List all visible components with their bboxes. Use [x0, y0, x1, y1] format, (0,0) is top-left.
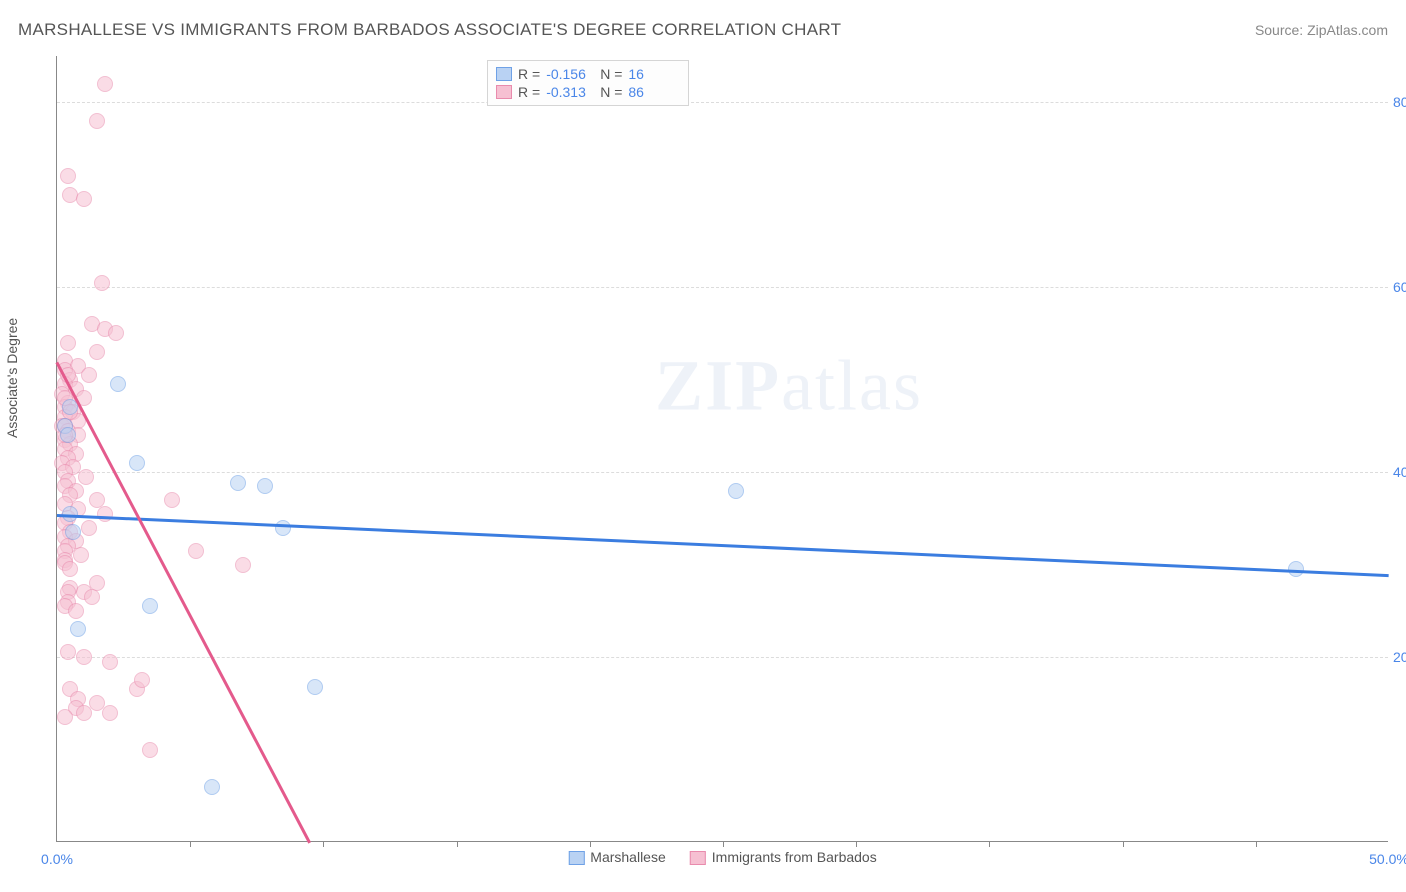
- legend-label-2: Immigrants from Barbados: [712, 849, 877, 865]
- x-tick-label: 0.0%: [41, 851, 73, 867]
- bottom-legend: Marshallese Immigrants from Barbados: [568, 849, 876, 865]
- y-tick-label: 40.0%: [1393, 464, 1406, 480]
- scatter-point-series2: [81, 367, 97, 383]
- x-minor-tick: [723, 841, 724, 847]
- stats-n-value-1: 16: [628, 66, 676, 82]
- y-tick-label: 80.0%: [1393, 94, 1406, 110]
- scatter-point-series1: [110, 376, 126, 392]
- x-minor-tick: [1123, 841, 1124, 847]
- scatter-point-series1: [65, 524, 81, 540]
- scatter-point-series2: [78, 469, 94, 485]
- gridline: [57, 472, 1388, 473]
- source-label: Source: ZipAtlas.com: [1255, 22, 1388, 38]
- scatter-point-series1: [129, 455, 145, 471]
- scatter-point-series2: [84, 589, 100, 605]
- scatter-point-series1: [307, 679, 323, 695]
- stats-r-label-1: R =: [518, 66, 540, 82]
- y-tick-label: 60.0%: [1393, 279, 1406, 295]
- legend-item-1: Marshallese: [568, 849, 665, 865]
- legend-swatch-1: [568, 851, 584, 865]
- scatter-point-series2: [102, 654, 118, 670]
- scatter-point-series2: [142, 742, 158, 758]
- gridline: [57, 102, 1388, 103]
- scatter-point-series2: [164, 492, 180, 508]
- scatter-point-series2: [73, 547, 89, 563]
- scatter-point-series2: [76, 705, 92, 721]
- stats-legend-box: R = -0.156 N = 16 R = -0.313 N = 86: [487, 60, 689, 106]
- scatter-point-series2: [97, 76, 113, 92]
- scatter-point-series1: [257, 478, 273, 494]
- scatter-point-series1: [60, 427, 76, 443]
- y-tick-label: 20.0%: [1393, 649, 1406, 665]
- scatter-point-series2: [102, 705, 118, 721]
- scatter-point-series1: [142, 598, 158, 614]
- y-axis-label: Associate's Degree: [4, 318, 20, 438]
- gridline: [57, 657, 1388, 658]
- scatter-point-series2: [89, 113, 105, 129]
- scatter-point-series2: [62, 561, 78, 577]
- stats-r-value-1: -0.156: [546, 66, 594, 82]
- x-minor-tick: [989, 841, 990, 847]
- x-minor-tick: [323, 841, 324, 847]
- scatter-point-series2: [235, 557, 251, 573]
- stats-n-label-2: N =: [600, 84, 622, 100]
- scatter-point-series2: [57, 709, 73, 725]
- x-minor-tick: [590, 841, 591, 847]
- stats-row-2: R = -0.313 N = 86: [496, 83, 676, 101]
- plot-area: ZIPatlas R = -0.156 N = 16 R = -0.313 N …: [56, 56, 1388, 842]
- gridline: [57, 287, 1388, 288]
- stats-swatch-1: [496, 67, 512, 81]
- chart-title: MARSHALLESE VS IMMIGRANTS FROM BARBADOS …: [18, 20, 841, 40]
- scatter-point-series2: [60, 335, 76, 351]
- scatter-point-series1: [230, 475, 246, 491]
- x-minor-tick: [856, 841, 857, 847]
- watermark: ZIPatlas: [655, 344, 923, 427]
- scatter-point-series2: [94, 275, 110, 291]
- scatter-point-series2: [108, 325, 124, 341]
- stats-r-value-2: -0.313: [546, 84, 594, 100]
- x-tick-label: 50.0%: [1369, 851, 1406, 867]
- stats-r-label-2: R =: [518, 84, 540, 100]
- scatter-point-series2: [97, 506, 113, 522]
- scatter-point-series1: [70, 621, 86, 637]
- scatter-point-series2: [188, 543, 204, 559]
- scatter-point-series2: [76, 191, 92, 207]
- scatter-point-series2: [60, 168, 76, 184]
- scatter-point-series2: [89, 344, 105, 360]
- stats-row-1: R = -0.156 N = 16: [496, 65, 676, 83]
- scatter-point-series2: [81, 520, 97, 536]
- x-minor-tick: [1256, 841, 1257, 847]
- legend-label-1: Marshallese: [590, 849, 665, 865]
- scatter-point-series1: [728, 483, 744, 499]
- x-minor-tick: [457, 841, 458, 847]
- scatter-point-series2: [76, 649, 92, 665]
- stats-n-label-1: N =: [600, 66, 622, 82]
- regression-line-series1: [57, 514, 1389, 577]
- scatter-point-series2: [134, 672, 150, 688]
- stats-swatch-2: [496, 85, 512, 99]
- x-minor-tick: [190, 841, 191, 847]
- scatter-point-series1: [275, 520, 291, 536]
- scatter-point-series2: [68, 603, 84, 619]
- legend-swatch-2: [690, 851, 706, 865]
- legend-item-2: Immigrants from Barbados: [690, 849, 877, 865]
- scatter-point-series2: [60, 644, 76, 660]
- scatter-point-series1: [204, 779, 220, 795]
- stats-n-value-2: 86: [628, 84, 676, 100]
